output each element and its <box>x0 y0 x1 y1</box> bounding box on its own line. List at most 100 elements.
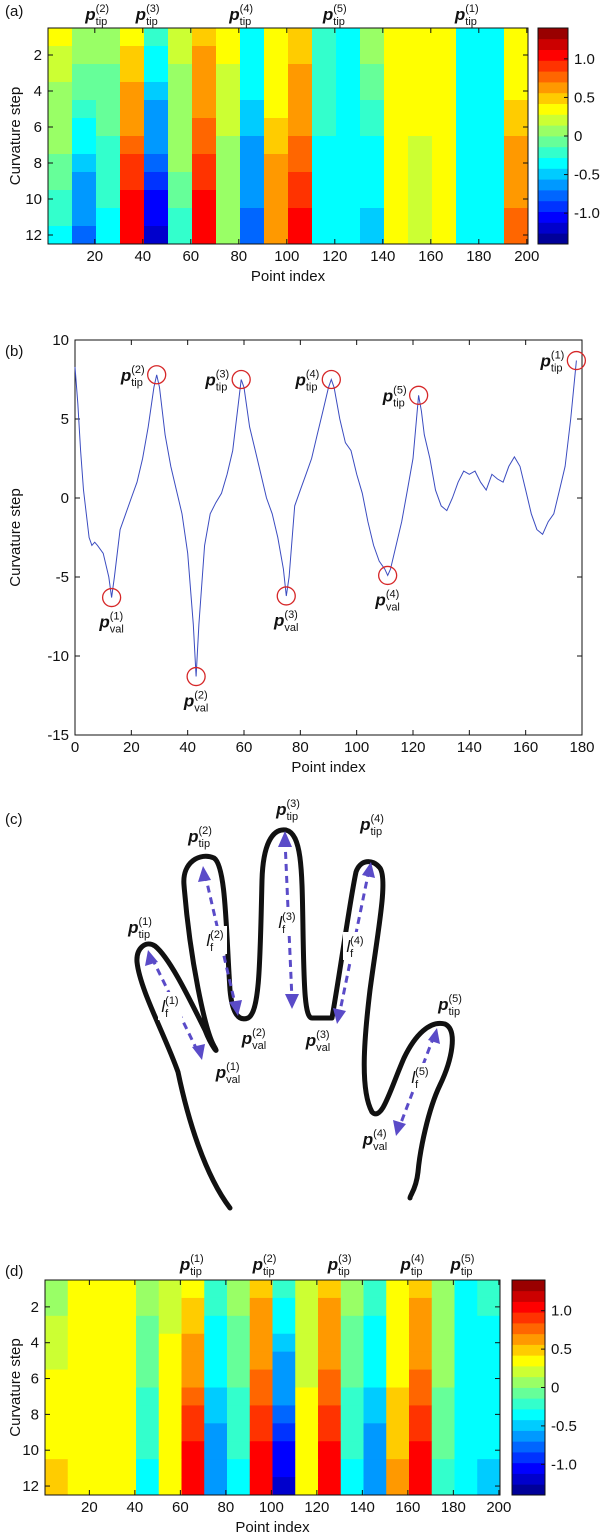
y-axis-title: Curvature step <box>7 1338 24 1436</box>
heat-cell <box>144 190 169 209</box>
plot-frame <box>44 1279 501 1496</box>
label-base: p <box>275 800 286 819</box>
label-base: l <box>411 1068 416 1087</box>
label-base: l <box>278 913 283 932</box>
math-label: ptip(1) <box>127 916 152 941</box>
heat-cell <box>90 1351 114 1370</box>
heat-cell <box>408 118 433 137</box>
heat-cell <box>384 190 409 209</box>
heat-cell <box>318 1405 342 1424</box>
heat-cell <box>384 82 409 101</box>
data-line <box>74 360 577 677</box>
heat-cell <box>264 172 289 191</box>
heat-cell <box>204 1297 228 1317</box>
heat-cell <box>45 1351 69 1370</box>
heat-cell <box>386 1369 410 1388</box>
heat-cell <box>363 1387 387 1406</box>
heat-cell <box>90 1459 114 1478</box>
arrow-head <box>333 1008 346 1024</box>
heat-cell <box>456 172 481 191</box>
heat-cell <box>480 118 505 137</box>
heat-cell <box>249 1405 273 1424</box>
heat-cell <box>477 1351 501 1370</box>
heat-cell <box>144 226 169 245</box>
heat-cell <box>45 1297 69 1317</box>
colorbar-swatch <box>538 179 568 191</box>
heat-cell <box>136 1369 160 1388</box>
heat-cell <box>136 1405 160 1424</box>
label-base: p <box>382 386 393 405</box>
label-base: p <box>135 5 146 24</box>
heat-cell <box>113 1297 137 1317</box>
heat-cell <box>409 1477 433 1496</box>
colorbar-swatch <box>538 200 568 212</box>
heat-cell <box>477 1477 501 1496</box>
heat-cell <box>264 136 289 155</box>
label-sub: tip <box>263 1266 275 1278</box>
label-sup: (1) <box>551 350 564 362</box>
heat-cell <box>240 100 265 119</box>
heat-cell <box>408 82 433 101</box>
heat-cell <box>504 172 529 191</box>
label-sup: (2) <box>210 929 223 941</box>
heat-cell <box>136 1315 160 1335</box>
heat-cell <box>192 208 217 227</box>
label-sub: tip <box>461 1266 473 1278</box>
heat-cell <box>288 64 313 83</box>
heat-cell <box>67 1459 91 1478</box>
heat-cell <box>431 1280 455 1299</box>
heat-cell <box>72 118 97 137</box>
label-sup: (1) <box>465 3 478 15</box>
colorbar-swatch <box>538 60 568 72</box>
heat-cell <box>384 154 409 173</box>
heat-cell <box>249 1441 273 1460</box>
colorbar-tick-label: -0.5 <box>551 1418 577 1435</box>
math-label: pval(4) <box>362 1128 387 1153</box>
math-label: pval(1) <box>98 611 123 636</box>
heat-cell <box>181 1369 205 1388</box>
heat-cell <box>432 172 457 191</box>
heat-cell <box>120 154 145 173</box>
heat-cell <box>477 1369 501 1388</box>
heat-cell <box>72 172 97 191</box>
x-tick-label: 100 <box>344 739 369 756</box>
arrow-head <box>229 1000 242 1016</box>
colorbar-swatch <box>512 1441 545 1453</box>
math-label: ptip(2) <box>187 825 212 850</box>
colorbar-swatch <box>538 103 568 115</box>
heat-cell <box>216 46 241 65</box>
heat-cell <box>216 100 241 119</box>
heat-cell <box>272 1441 296 1460</box>
heat-cell <box>360 82 385 101</box>
heat-cell <box>227 1405 251 1424</box>
heat-cell <box>340 1477 364 1496</box>
heat-cell <box>409 1297 433 1317</box>
colorbar-swatch <box>538 28 568 40</box>
heat-cell <box>181 1387 205 1406</box>
heat-cell <box>477 1423 501 1442</box>
colorbar-swatch <box>538 92 568 104</box>
heat-cell <box>48 172 73 191</box>
label-sup: (3) <box>316 1029 329 1041</box>
heat-cell <box>477 1280 501 1299</box>
heat-cell <box>168 208 193 227</box>
label-sub: val <box>386 601 400 613</box>
x-tick-label: 80 <box>218 1499 235 1516</box>
heat-cell <box>318 1423 342 1442</box>
heat-cell <box>431 1369 455 1388</box>
heat-cell <box>113 1459 137 1478</box>
label-base: p <box>241 1029 252 1048</box>
colorbar-swatch <box>538 136 568 148</box>
heat-cell <box>96 172 121 191</box>
heat-cell <box>72 190 97 209</box>
heat-cell <box>431 1405 455 1424</box>
heat-cell <box>264 82 289 101</box>
colorbar-swatch <box>538 114 568 126</box>
heat-cell <box>336 154 361 173</box>
label-sub: tip <box>306 382 318 394</box>
heat-cell <box>249 1351 273 1370</box>
heat-cell <box>295 1369 319 1388</box>
heat-cell <box>204 1351 228 1370</box>
y-tick-label: 12 <box>25 227 42 244</box>
heat-cell <box>288 136 313 155</box>
